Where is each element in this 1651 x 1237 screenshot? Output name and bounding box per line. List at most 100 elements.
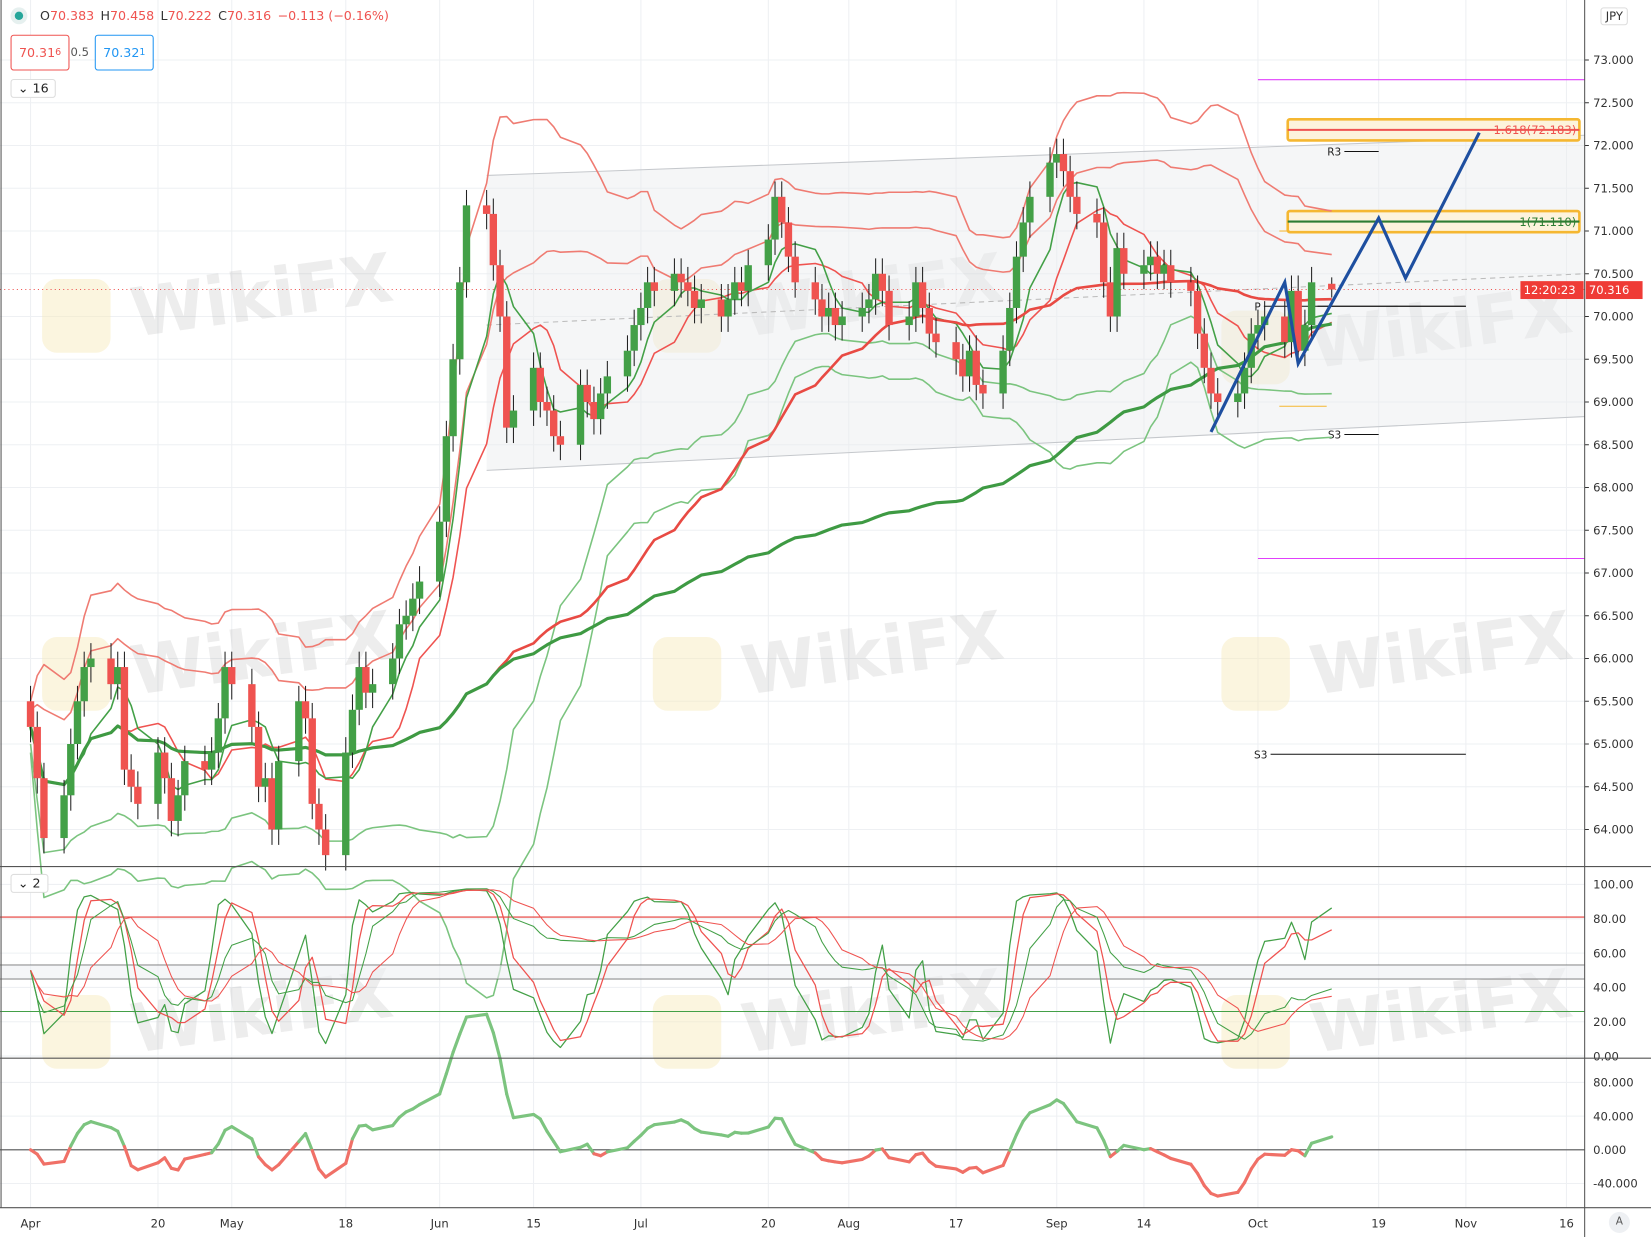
oscillator-pane [0,888,1585,1049]
candle [871,273,880,300]
candle [1301,325,1309,351]
momentum-segment [552,1139,562,1154]
candle [1053,154,1061,163]
candle [496,265,504,317]
candle [167,778,176,821]
momentum-segment [1021,1111,1032,1123]
auto-scale-button[interactable]: A [1608,1211,1630,1233]
candle [858,307,866,317]
candle [342,752,350,856]
momentum-segment [887,1156,911,1164]
candle [1093,213,1101,223]
candle [670,273,679,291]
price-tick-label: 71.500 [1593,181,1634,195]
grid [0,0,1585,1208]
sell-button[interactable]: 70.31 6 [10,34,70,71]
momentum-segment [1102,1138,1112,1159]
time-tick-label: 15 [526,1217,541,1231]
currency-button[interactable]: JPY [1600,7,1629,26]
momentum-segment [1310,1135,1334,1145]
candle [878,273,887,291]
momentum-pane [0,1012,1585,1198]
time-tick-label: May [220,1217,244,1231]
candle [925,307,933,334]
momentum-segment [451,1032,462,1054]
candle [87,658,95,668]
candle [409,598,417,616]
candle [395,624,404,659]
price-tick-label: 69.500 [1593,352,1634,366]
candle [737,282,746,291]
candle [623,350,632,377]
candle [1046,162,1054,197]
fib-label: 1(71.110) [1519,215,1576,229]
momentum-segment [1303,1141,1314,1158]
momentum-segment [438,1072,448,1096]
momentum-segment [317,1167,328,1179]
momentum-segment [766,1116,777,1129]
price-tick-label: 67.000 [1593,566,1634,580]
candle [1160,265,1168,274]
candle [321,829,330,856]
candle [576,384,585,445]
candle [348,709,357,753]
pivot-label: S3 [1254,749,1267,761]
momentum-segment [391,1115,402,1128]
ohlc-legend: O70.383 H70.458 L70.222 C70.316 −0.113 (… [14,8,389,24]
price-tick-label: 66.500 [1593,609,1634,623]
momentum-segment [1061,1101,1072,1115]
momentum-segment [417,1092,442,1107]
chevron-down-icon: ⌄ [17,81,29,96]
candle [456,282,464,360]
annotations: 1.618(72.183)1(71.110)R3PPS3S3 [0,79,1585,761]
candle [643,282,652,308]
pivot-label: S3 [1328,430,1341,442]
momentum-segment [699,1130,723,1137]
candle [160,752,169,779]
candle [1153,256,1162,274]
momentum-segment [605,1146,630,1154]
osc-tick-label: 100.00 [1593,878,1634,892]
momentum-segment [485,1012,495,1035]
time-tick-label: 19 [1371,1217,1386,1231]
projection-path[interactable] [1209,131,1481,433]
candle [811,282,819,300]
price-tick-label: 65.000 [1593,737,1634,751]
momentum-segment [505,1092,516,1120]
price-tick-label: 68.500 [1593,438,1634,452]
momentum-segment [183,1152,207,1161]
candle [529,367,538,411]
main-pane-collapse-button[interactable]: ⌄ 16 [10,78,56,98]
stoch-slow-d [30,889,1332,1040]
candle [127,769,135,787]
bar-countdown: 12:20:23 [1520,281,1584,300]
lower-band-outer [29,361,1332,999]
watermark-logo [42,637,111,711]
candle [731,282,739,300]
candle [1140,265,1148,274]
candle [918,282,927,308]
mom-tick-label: 0.000 [1593,1143,1626,1157]
candle [1307,282,1316,326]
low-label: L [160,8,168,24]
momentum-segment [371,1123,395,1132]
high-value: 70.458 [110,8,155,24]
candle [1099,222,1108,283]
candle [865,299,873,308]
momentum-segment [880,1147,891,1160]
mom-tick-label: 80.000 [1593,1076,1634,1090]
time-tick-label: 18 [338,1217,353,1231]
close-label: C [218,8,227,24]
candle [489,213,498,266]
candle [482,205,491,214]
buy-button[interactable]: 70.32 1 [94,34,154,71]
candle [1193,290,1202,334]
candle [509,410,518,428]
osc-pane-collapse-button[interactable]: ⌄ 2 [10,873,48,893]
candle [1073,196,1081,214]
status-dot-icon [14,11,24,21]
candle [831,307,840,326]
candle [791,256,799,283]
